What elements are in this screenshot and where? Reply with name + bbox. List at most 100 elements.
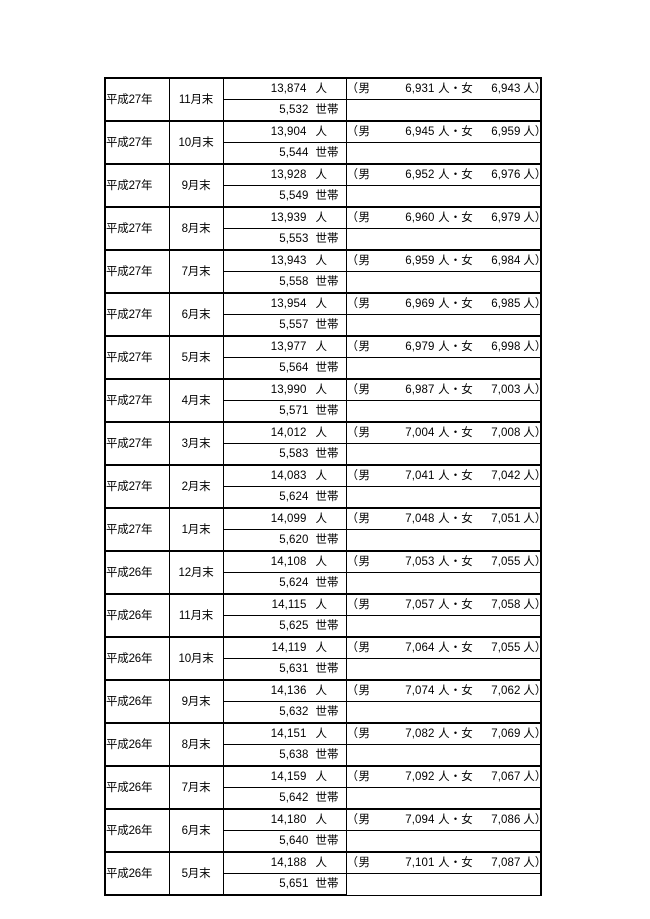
sex-breakdown-empty-cell bbox=[345, 185, 542, 208]
table-body: 平成27年 11月末 13,874 人（男 6,931 人・女 6,943 人） 5,532 世… bbox=[104, 77, 546, 896]
table-row: 5,553 世帯 bbox=[105, 228, 542, 251]
household-unit: 世帯 bbox=[315, 749, 339, 761]
year-cell: 平成27年 bbox=[104, 378, 170, 423]
household-number: 5,544 bbox=[279, 147, 309, 159]
table-row: 5,544 世帯 bbox=[105, 142, 542, 165]
household-number: 5,571 bbox=[279, 405, 309, 417]
male-count: 7,041 bbox=[405, 470, 435, 482]
population-value-cell: 13,928 人 bbox=[222, 163, 347, 186]
household-value-cell: 5,631 世帯 bbox=[222, 658, 347, 681]
male-count: 6,931 bbox=[405, 83, 435, 95]
male-count: 7,053 bbox=[405, 556, 435, 568]
household-number: 5,624 bbox=[279, 491, 309, 503]
table-row: 平成26年 8月末 14,151 人 （男 7,082 人・女 7,069 人） bbox=[104, 722, 546, 767]
population-value-cell: 14,108 人 bbox=[222, 550, 347, 573]
male-count: 7,057 bbox=[405, 599, 435, 611]
sex-breakdown-cell: （男 6,979 人・女 6,998 人） bbox=[345, 335, 546, 358]
household-unit: 世帯 bbox=[315, 878, 339, 890]
sex-breakdown-text: （男 7,004 人・女 7,008 人） bbox=[347, 423, 547, 443]
household-value-cell: 5,558 世帯 bbox=[222, 271, 347, 294]
sex-breakdown-text: （男 7,064 人・女 7,055 人） bbox=[347, 638, 547, 658]
sex-breakdown-empty-cell bbox=[345, 357, 542, 380]
female-count: 6,943 bbox=[491, 83, 521, 95]
population-unit: 人 bbox=[315, 83, 328, 95]
year-cell: 平成27年 bbox=[104, 507, 170, 552]
population-unit: 人 bbox=[315, 126, 328, 138]
sex-breakdown-cell: （男 7,004 人・女 7,008 人） bbox=[345, 421, 546, 444]
household-unit: 世帯 bbox=[315, 190, 339, 202]
table-row: 平成27年 10月末 13,904 人 （男 6,945 人・女 6,959 人） bbox=[104, 120, 546, 165]
population-value-cell: 14,115 人 bbox=[222, 593, 347, 616]
household-unit: 世帯 bbox=[315, 276, 339, 288]
population-value-cell: 14,136 人 bbox=[222, 679, 347, 702]
sex-breakdown-empty-cell bbox=[345, 615, 542, 638]
female-count: 6,985 bbox=[491, 298, 521, 310]
sex-breakdown-empty-cell bbox=[345, 314, 542, 337]
population-unit: 人 bbox=[315, 212, 328, 224]
table-row: 5,549 世帯 bbox=[105, 185, 542, 208]
population-value-cell: 13,977 人 bbox=[222, 335, 347, 358]
month-cell: 6月末 bbox=[168, 292, 224, 337]
sex-breakdown-empty-cell bbox=[345, 228, 542, 251]
year-cell: 平成26年 bbox=[104, 550, 170, 595]
month-cell: 5月末 bbox=[168, 851, 224, 896]
sex-breakdown-empty-cell bbox=[345, 830, 542, 853]
month-cell: 11月末 bbox=[168, 77, 224, 122]
sex-breakdown-empty-cell bbox=[345, 400, 542, 423]
population-number: 13,990 bbox=[270, 384, 307, 396]
sex-breakdown-text: （男 6,959 人・女 6,984 人） bbox=[347, 251, 547, 271]
population-value-cell: 13,874 人 bbox=[222, 77, 347, 100]
household-unit: 世帯 bbox=[315, 663, 339, 675]
sex-breakdown-text: （男 6,960 人・女 6,979 人） bbox=[347, 208, 547, 228]
sex-breakdown-empty-cell bbox=[345, 529, 542, 552]
sex-breakdown-cell: （男 6,931 人・女 6,943 人） bbox=[345, 77, 546, 100]
population-unit: 人 bbox=[315, 513, 328, 525]
sex-breakdown-empty-cell bbox=[345, 787, 542, 810]
household-unit: 世帯 bbox=[315, 405, 339, 417]
population-unit: 人 bbox=[315, 728, 328, 740]
female-count: 7,067 bbox=[491, 771, 521, 783]
sex-breakdown-cell: （男 7,101 人・女 7,087 人） bbox=[345, 851, 546, 874]
table-row: 平成26年 6月末 14,180 人 （男 7,094 人・女 7,086 人） bbox=[104, 808, 546, 853]
male-count: 7,074 bbox=[405, 685, 435, 697]
table-row: 5,557 世帯 bbox=[105, 314, 542, 337]
year-cell: 平成27年 bbox=[104, 335, 170, 380]
household-value-cell: 5,544 世帯 bbox=[222, 142, 347, 165]
household-value-cell: 5,640 世帯 bbox=[222, 830, 347, 853]
year-cell: 平成27年 bbox=[104, 292, 170, 337]
household-number: 5,558 bbox=[279, 276, 309, 288]
household-number: 5,549 bbox=[279, 190, 309, 202]
population-number: 14,083 bbox=[270, 470, 307, 482]
household-value-cell: 5,571 世帯 bbox=[222, 400, 347, 423]
sex-breakdown-cell: （男 7,053 人・女 7,055 人） bbox=[345, 550, 546, 573]
female-count: 6,998 bbox=[491, 341, 521, 353]
male-count: 7,101 bbox=[405, 857, 435, 869]
population-value-cell: 13,939 人 bbox=[222, 206, 347, 229]
population-unit: 人 bbox=[315, 298, 328, 310]
table-row: 5,638 世帯 bbox=[105, 744, 542, 767]
month-cell: 5月末 bbox=[168, 335, 224, 380]
household-number: 5,651 bbox=[279, 878, 309, 890]
household-value-cell: 5,642 世帯 bbox=[222, 787, 347, 810]
population-number: 13,977 bbox=[270, 341, 307, 353]
month-cell: 11月末 bbox=[168, 593, 224, 638]
population-unit: 人 bbox=[315, 169, 328, 181]
month-cell: 2月末 bbox=[168, 464, 224, 509]
sex-breakdown-text: （男 7,082 人・女 7,069 人） bbox=[347, 724, 547, 744]
sex-breakdown-cell: （男 6,959 人・女 6,984 人） bbox=[345, 249, 546, 272]
male-count: 7,082 bbox=[405, 728, 435, 740]
sex-breakdown-empty-cell bbox=[345, 873, 542, 896]
population-value-cell: 14,188 人 bbox=[222, 851, 347, 874]
household-unit: 世帯 bbox=[315, 792, 339, 804]
table-row: 5,571 世帯 bbox=[105, 400, 542, 423]
household-unit: 世帯 bbox=[315, 534, 339, 546]
population-number: 13,904 bbox=[270, 126, 307, 138]
male-count: 6,979 bbox=[405, 341, 435, 353]
month-cell: 8月末 bbox=[168, 722, 224, 767]
population-value-cell: 13,990 人 bbox=[222, 378, 347, 401]
month-cell: 10月末 bbox=[168, 636, 224, 681]
sex-breakdown-text: （男 6,945 人・女 6,959 人） bbox=[347, 122, 547, 142]
household-number: 5,642 bbox=[279, 792, 309, 804]
household-value-cell: 5,632 世帯 bbox=[222, 701, 347, 724]
